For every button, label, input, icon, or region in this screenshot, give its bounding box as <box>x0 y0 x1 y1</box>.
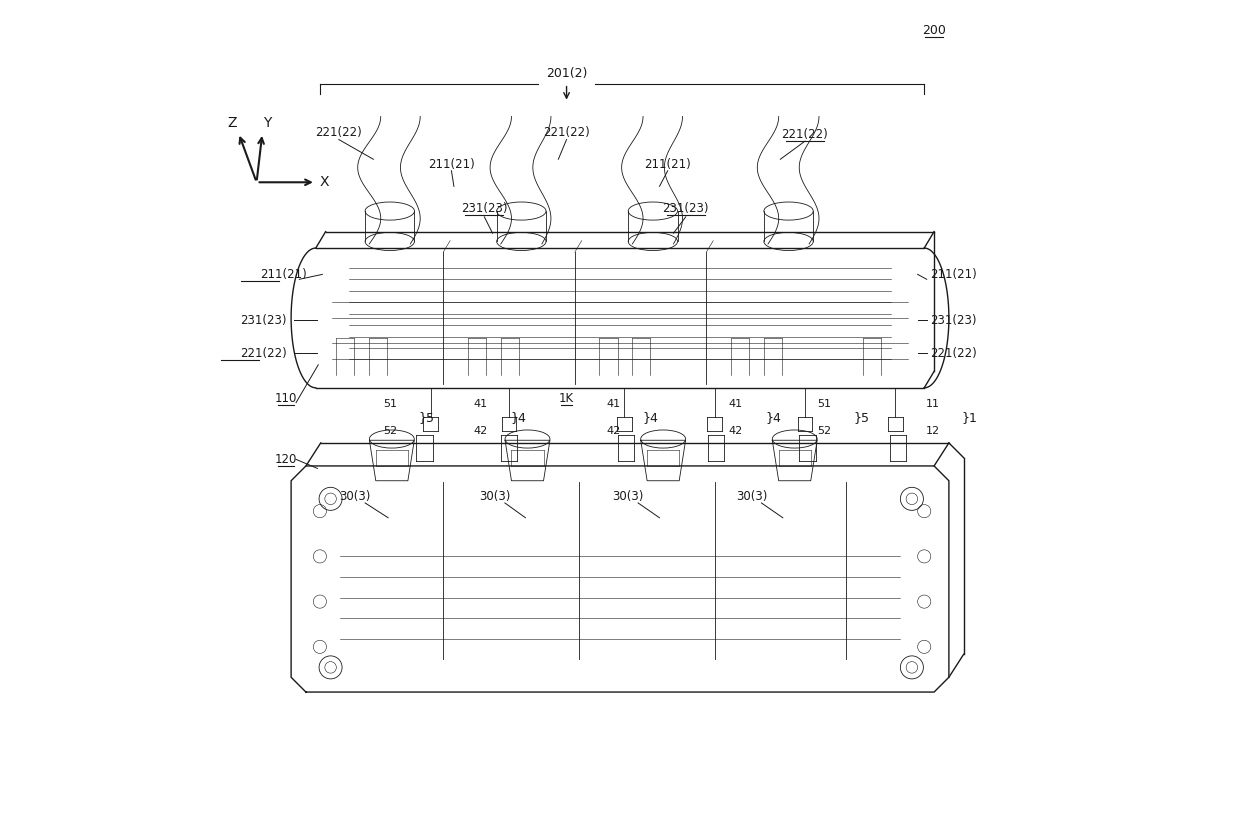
Text: 30(3): 30(3) <box>340 490 371 503</box>
Text: }1: }1 <box>961 411 977 424</box>
Text: 30(3): 30(3) <box>613 490 644 503</box>
Text: 52: 52 <box>383 426 397 436</box>
Text: 30(3): 30(3) <box>480 490 511 503</box>
Text: 12: 12 <box>925 426 940 436</box>
Text: 110: 110 <box>275 392 298 405</box>
Text: 41: 41 <box>606 399 620 409</box>
Text: 231(23): 231(23) <box>461 202 507 215</box>
Text: 231(23): 231(23) <box>930 314 976 327</box>
Text: }4: }4 <box>765 411 781 424</box>
Text: 51: 51 <box>383 399 397 409</box>
Text: 211(21): 211(21) <box>428 158 475 171</box>
Text: 52: 52 <box>817 426 831 436</box>
Text: 42: 42 <box>728 426 743 436</box>
Text: 201(2): 201(2) <box>546 68 588 80</box>
Text: }4: }4 <box>642 411 658 424</box>
Text: 42: 42 <box>474 426 487 436</box>
Text: }5: }5 <box>419 411 434 424</box>
Text: 231(23): 231(23) <box>241 314 286 327</box>
Text: 221(22): 221(22) <box>315 126 362 139</box>
Text: 221(22): 221(22) <box>543 126 590 139</box>
Text: 211(21): 211(21) <box>645 158 691 171</box>
Text: 120: 120 <box>275 453 298 466</box>
Text: 11: 11 <box>925 399 940 409</box>
Text: 221(22): 221(22) <box>781 128 828 141</box>
Text: 211(21): 211(21) <box>260 268 306 280</box>
Text: 51: 51 <box>817 399 831 409</box>
Text: Y: Y <box>263 116 272 130</box>
Text: 200: 200 <box>923 24 946 36</box>
Text: 231(23): 231(23) <box>662 202 709 215</box>
Text: Z: Z <box>227 116 237 130</box>
Text: 41: 41 <box>728 399 743 409</box>
Text: 41: 41 <box>474 399 487 409</box>
Text: 1K: 1K <box>559 392 574 405</box>
Text: 42: 42 <box>606 426 620 436</box>
Text: }4: }4 <box>511 411 527 424</box>
Text: X: X <box>320 175 330 189</box>
Text: }5: }5 <box>853 411 869 424</box>
Text: 221(22): 221(22) <box>930 346 977 360</box>
Text: 221(22): 221(22) <box>241 346 286 360</box>
Text: 30(3): 30(3) <box>735 490 768 503</box>
Text: 211(21): 211(21) <box>930 268 977 280</box>
